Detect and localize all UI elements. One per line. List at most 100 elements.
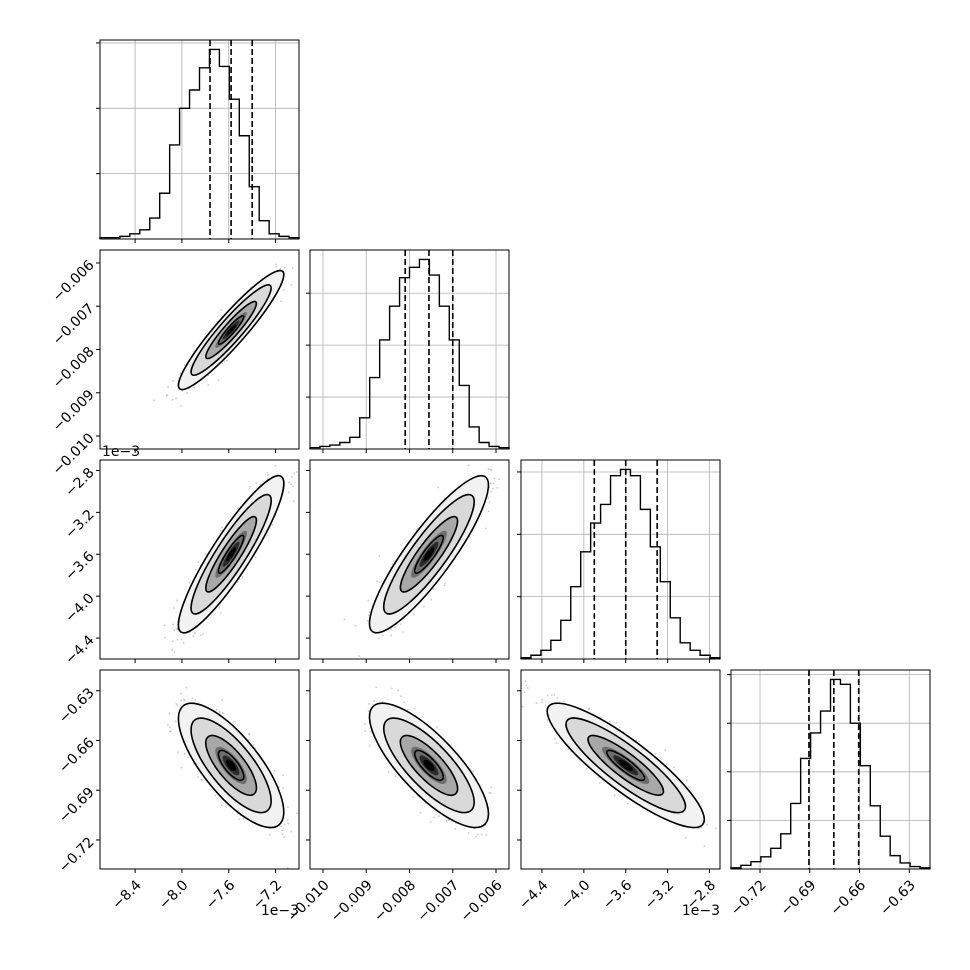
sample-point	[493, 477, 496, 480]
sample-point	[443, 584, 446, 587]
contour-line-1	[382, 493, 475, 615]
sample-point	[366, 619, 369, 622]
sample-point	[300, 248, 302, 250]
sample-point	[192, 635, 195, 637]
sample-point	[221, 712, 224, 714]
sample-point	[419, 811, 422, 814]
sample-point	[163, 624, 166, 627]
sample-point	[204, 553, 207, 556]
sample-point	[496, 486, 499, 489]
sample-point	[191, 697, 194, 699]
density-peak	[423, 759, 435, 772]
sample-point	[598, 782, 601, 785]
sample-point	[167, 723, 169, 726]
sample-point	[475, 835, 477, 838]
sample-point	[173, 607, 175, 609]
sample-point	[286, 866, 289, 869]
sample-point	[367, 599, 370, 602]
sample-point	[267, 474, 269, 476]
sample-point	[173, 651, 176, 653]
sample-point	[168, 662, 170, 664]
sample-point	[248, 732, 251, 735]
sample-point	[253, 743, 255, 746]
sample-point	[407, 708, 409, 711]
panel-content	[521, 680, 717, 848]
sample-point	[171, 398, 174, 401]
panel-frame	[99, 459, 300, 660]
sample-point	[535, 702, 538, 705]
sample-point	[187, 756, 189, 759]
sample-point	[221, 699, 223, 702]
panel-frame	[309, 459, 510, 660]
sample-point	[403, 701, 406, 704]
panel-2-1	[306, 459, 510, 663]
sample-point	[358, 655, 361, 658]
sample-point	[166, 394, 168, 396]
sample-point	[489, 468, 492, 471]
sample-point	[382, 634, 384, 637]
sample-point	[368, 702, 370, 705]
contour-line-0	[177, 702, 285, 829]
sample-point	[215, 708, 218, 711]
panel-frame	[99, 669, 300, 870]
sample-point	[188, 581, 190, 584]
panel-1-0	[96, 248, 302, 453]
contour-line-0	[177, 269, 285, 391]
sample-point	[180, 405, 182, 407]
sample-point	[236, 581, 239, 584]
contour-line-3	[217, 314, 245, 346]
histogram-0	[99, 48, 300, 239]
sample-point	[200, 778, 203, 781]
sample-point	[184, 364, 186, 366]
sample-point	[183, 752, 186, 755]
density-peak	[226, 547, 236, 562]
sample-point	[169, 726, 171, 729]
sample-point	[433, 816, 435, 819]
sample-point	[700, 827, 703, 829]
panel-content	[167, 686, 298, 869]
sample-point	[218, 606, 221, 609]
sample-point	[283, 836, 285, 839]
contour-line-2	[205, 515, 258, 593]
sample-point	[391, 563, 394, 565]
sample-point	[194, 699, 197, 701]
sample-point	[490, 482, 492, 485]
sample-point	[480, 833, 483, 836]
sample-point	[271, 523, 274, 526]
sample-point	[172, 623, 175, 626]
sample-point	[202, 633, 204, 636]
panel-frame	[99, 249, 300, 450]
panel-content	[343, 464, 501, 658]
contour-line-1	[190, 717, 272, 814]
sample-point	[176, 751, 179, 754]
sample-point	[207, 384, 210, 386]
sample-point	[275, 265, 278, 268]
sample-point	[396, 689, 399, 692]
density-peak	[226, 759, 237, 772]
sample-point	[394, 775, 397, 778]
sample-point	[266, 471, 269, 474]
sample-point	[193, 386, 196, 389]
sample-point	[292, 500, 295, 503]
sample-point	[392, 560, 395, 562]
sample-point	[373, 700, 376, 702]
sample-point	[343, 618, 346, 621]
sample-point	[176, 599, 178, 602]
sample-point	[472, 770, 475, 772]
sample-point	[268, 833, 271, 836]
contour-line-0	[368, 702, 490, 829]
sample-point	[399, 623, 402, 626]
sample-point	[556, 696, 559, 699]
sample-point	[241, 575, 244, 578]
sample-point	[287, 822, 290, 825]
sample-point	[194, 568, 197, 571]
sample-point	[167, 386, 169, 388]
sample-point	[237, 818, 240, 821]
contour-line-2	[399, 515, 459, 593]
sample-point	[217, 379, 220, 382]
panel-2-0	[96, 459, 300, 664]
panel-frame	[520, 459, 721, 660]
panel-content	[364, 686, 492, 838]
sample-point	[296, 812, 298, 815]
panel-frame	[99, 39, 300, 240]
